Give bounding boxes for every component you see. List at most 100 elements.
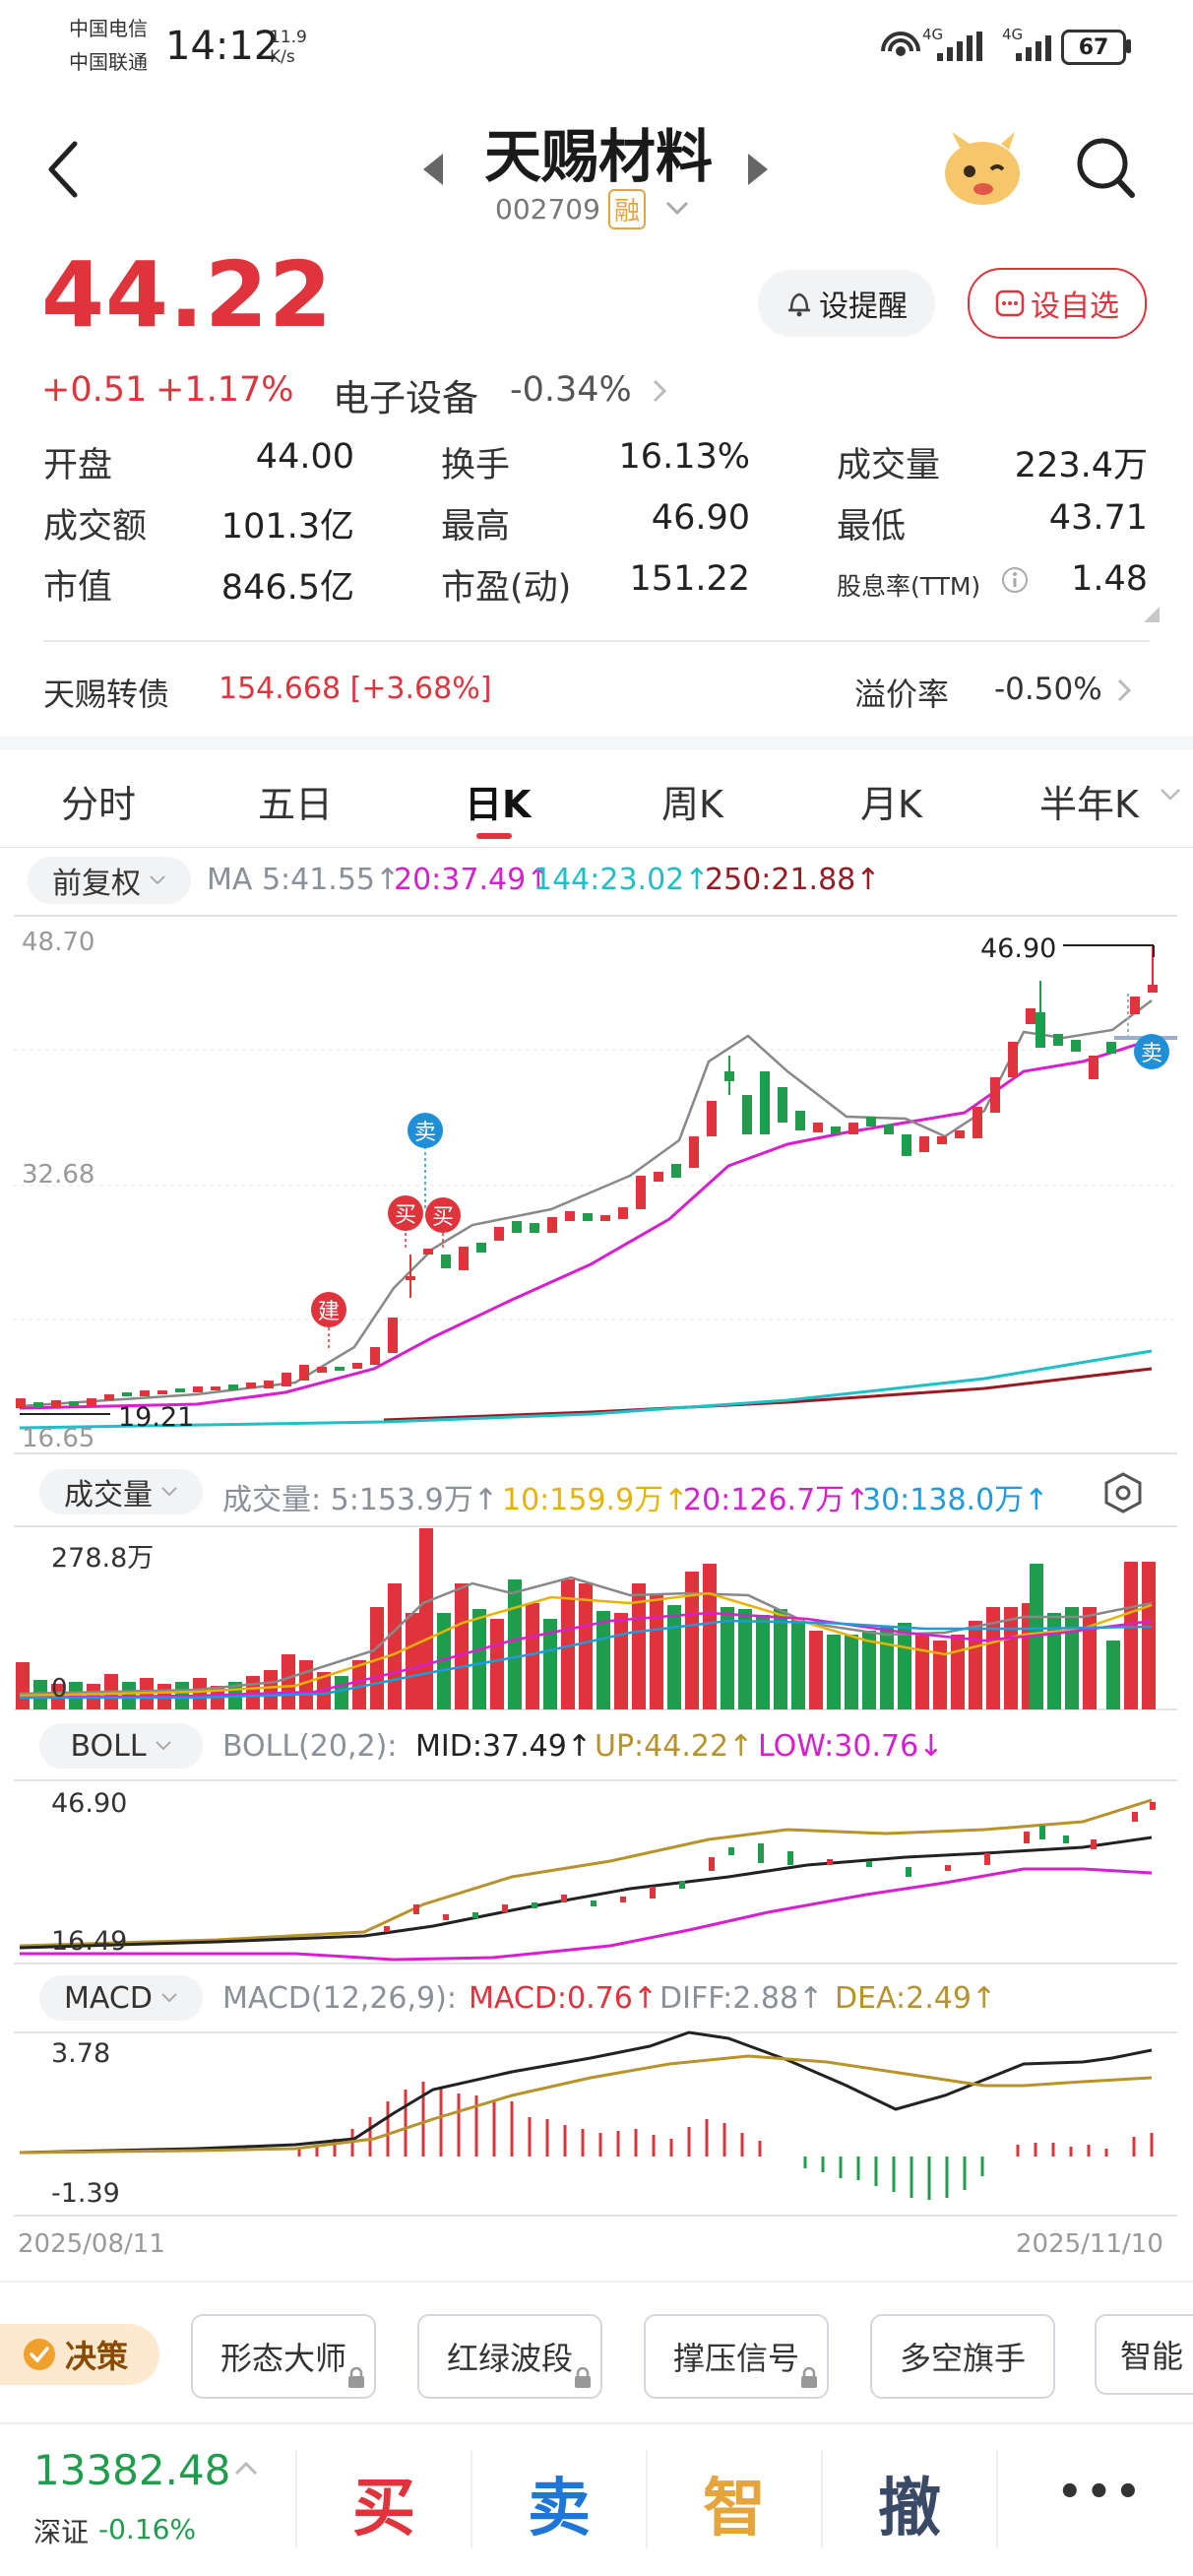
chevron-up-icon[interactable] — [234, 2460, 258, 2476]
add-watchlist-button[interactable]: 设自选 — [968, 268, 1147, 339]
premium-label: 溢价率 — [854, 676, 950, 713]
tab-weekly-k[interactable]: 周K — [661, 783, 723, 826]
smart-button[interactable]: 智 — [703, 2473, 766, 2545]
boll-candles — [384, 1802, 1156, 1932]
tool-red-green-band[interactable]: 红绿波段 — [417, 2314, 602, 2399]
divider — [43, 640, 1150, 642]
clock: 14:12 — [165, 24, 280, 69]
macd-dea: DEA:2.49↑ — [835, 1981, 997, 2016]
adjust-dropdown[interactable]: 前复权 — [28, 857, 191, 904]
more-menu-button[interactable]: ••• — [1057, 2470, 1145, 2515]
decision-icon — [23, 2339, 55, 2370]
sector-name[interactable]: 电子设备 — [333, 377, 478, 419]
tab-intraday[interactable]: 分时 — [61, 783, 137, 826]
divider — [0, 2281, 1193, 2283]
stock-code: 002709 — [495, 193, 600, 225]
signal-buy-badge[interactable]: 买 — [388, 1195, 423, 1231]
adjust-label: 前复权 — [52, 867, 141, 901]
boll-dropdown[interactable]: BOLL — [39, 1723, 203, 1769]
boll-label: BOLL — [70, 1728, 147, 1764]
signal-sell-badge[interactable]: 卖 — [1134, 1034, 1169, 1069]
kline-y-bottom: 16.65 — [22, 1424, 95, 1453]
next-stock-icon[interactable] — [746, 152, 770, 187]
cancel-order-button[interactable]: 撤 — [878, 2473, 941, 2545]
tool-support-resistance[interactable]: 撑压信号 — [644, 2314, 829, 2399]
prev-stock-icon[interactable] — [421, 152, 445, 187]
info-icon[interactable] — [1000, 565, 1030, 595]
kline-chart[interactable] — [0, 914, 1193, 1455]
hotspot-icon — [881, 32, 920, 56]
volume-bars — [16, 1528, 1156, 1709]
margin-badge: 融 — [608, 189, 647, 229]
lock-icon — [575, 2367, 591, 2388]
macd-diff: DIFF:2.88↑ — [659, 1981, 824, 2016]
tool-smart[interactable]: 智能 — [1095, 2314, 1193, 2395]
decision-button[interactable]: 决策 — [0, 2324, 159, 2385]
kline-low-mark: 19.21 — [118, 1402, 195, 1433]
macd-chart[interactable] — [0, 2030, 1193, 2218]
net-type-1: 4G — [922, 26, 944, 43]
boll-mid: MID:37.49↑ — [415, 1729, 592, 1764]
tool-label: 形态大师 — [220, 2340, 346, 2377]
buy-button[interactable]: 买 — [352, 2473, 415, 2545]
tool-pattern-master[interactable]: 形态大师 — [191, 2314, 376, 2399]
chevron-down-icon[interactable] — [665, 201, 689, 217]
chevron-right-icon[interactable] — [652, 378, 667, 404]
tool-bull-bear[interactable]: 多空旗手 — [870, 2314, 1055, 2399]
index-value[interactable]: 13382.48 — [33, 2446, 231, 2494]
add-watchlist-label: 设自选 — [1031, 290, 1119, 324]
chevron-down-icon — [155, 1741, 171, 1751]
signal-buy-badge[interactable]: 买 — [425, 1197, 461, 1233]
volume-chart[interactable] — [0, 1524, 1193, 1711]
macd-dropdown[interactable]: MACD — [39, 1975, 203, 2021]
stat-value-market-cap: 846.5亿 — [220, 568, 354, 608]
ma20-value: 20:37.49↑ — [394, 863, 551, 897]
signal-icon-1 — [937, 32, 982, 61]
price-change: +0.51 — [41, 370, 148, 410]
tab-half-year-k[interactable]: 半年K — [1039, 783, 1139, 826]
kline-y-mid: 32.68 — [22, 1160, 95, 1190]
set-reminder-button[interactable]: 设提醒 — [758, 270, 935, 337]
stat-value-volume: 223.4万 — [1014, 446, 1148, 485]
date-end: 2025/11/10 — [1016, 2229, 1163, 2259]
divider — [0, 847, 1193, 848]
macd-label: MACD — [64, 1980, 153, 2016]
macd-title: MACD(12,26,9): — [222, 1981, 457, 2016]
boll-chart[interactable] — [0, 1778, 1193, 1965]
boll-y-top: 46.90 — [51, 1788, 128, 1819]
stat-label-low: 最低 — [837, 507, 907, 547]
volume-dropdown[interactable]: 成交量 — [39, 1469, 203, 1514]
tab-monthly-k[interactable]: 月K — [860, 783, 922, 826]
convertible-bond-name[interactable]: 天赐转债 — [43, 676, 170, 713]
sell-button[interactable]: 卖 — [528, 2473, 591, 2545]
divider — [0, 2422, 1193, 2424]
search-icon[interactable] — [1073, 134, 1138, 201]
volume-label: 成交量 — [64, 1478, 153, 1513]
boll-up: UP:44.22↑ — [595, 1729, 754, 1764]
expand-corner-icon[interactable] — [1144, 607, 1160, 622]
divider — [646, 2450, 648, 2548]
chevron-down-icon — [161, 1487, 177, 1497]
back-icon[interactable] — [43, 138, 83, 201]
tool-label: 多空旗手 — [899, 2340, 1026, 2377]
settings-hexagon-icon[interactable] — [1102, 1471, 1144, 1514]
signal-build-badge[interactable]: 建 — [311, 1292, 346, 1327]
mascot-icon[interactable] — [940, 130, 1025, 209]
stat-value-amount: 101.3亿 — [220, 507, 354, 547]
signal-icon-2 — [1016, 35, 1051, 61]
battery-level: 67 — [1078, 34, 1109, 60]
chevron-down-icon[interactable] — [1160, 788, 1181, 802]
volume-ma20: 20:126.7万↑ — [683, 1483, 870, 1517]
macd-y-bottom: -1.39 — [51, 2178, 120, 2209]
stat-label-market-cap: 市值 — [43, 568, 113, 608]
chevron-right-icon[interactable] — [1116, 677, 1132, 703]
divider — [821, 2450, 823, 2548]
tab-five-day[interactable]: 五日 — [258, 783, 334, 826]
sector-change: -0.34% — [510, 370, 632, 410]
signal-sell-badge[interactable]: 卖 — [408, 1113, 443, 1148]
tab-daily-k[interactable]: 日K — [465, 783, 532, 826]
watchlist-icon — [995, 290, 1025, 317]
divider — [471, 2450, 472, 2548]
stat-value-high: 46.90 — [651, 498, 750, 538]
stat-label-volume: 成交量 — [837, 446, 941, 485]
